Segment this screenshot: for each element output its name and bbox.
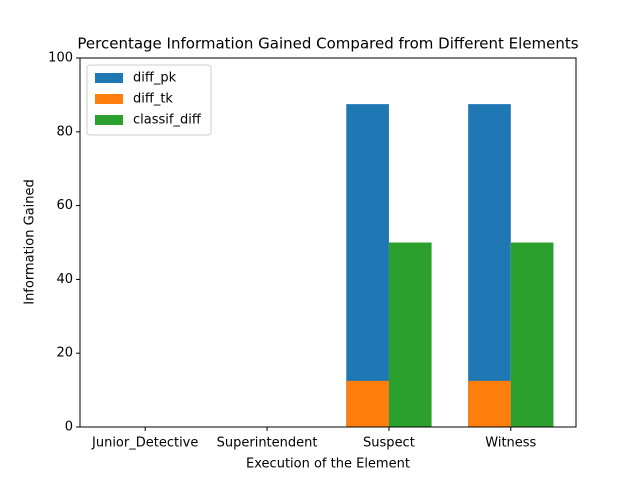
legend-label: diff_pk bbox=[133, 71, 177, 86]
y-tick-label: 40 bbox=[56, 272, 73, 287]
x-axis-label: Execution of the Element bbox=[246, 457, 410, 472]
bar bbox=[468, 104, 511, 427]
legend-swatch bbox=[95, 115, 123, 125]
x-tick-label: Witness bbox=[485, 436, 536, 451]
x-tick-label: Suspect bbox=[363, 436, 415, 451]
legend-swatch bbox=[95, 73, 123, 83]
x-tick-label: Superintendent bbox=[217, 436, 318, 451]
chart-title: Percentage Information Gained Compared f… bbox=[77, 35, 578, 53]
y-tick-label: 0 bbox=[65, 420, 73, 435]
y-tick-label: 100 bbox=[48, 51, 73, 66]
legend-label: diff_tk bbox=[133, 92, 173, 107]
y-tick-label: 60 bbox=[56, 198, 73, 213]
plot-frame bbox=[79, 57, 577, 428]
bar bbox=[346, 104, 389, 427]
y-tick-label: 80 bbox=[56, 124, 73, 139]
bar bbox=[468, 380, 511, 427]
bar bbox=[510, 242, 554, 427]
legend-swatch bbox=[95, 94, 123, 104]
bar bbox=[346, 380, 389, 427]
legend-label: classif_diff bbox=[133, 113, 202, 128]
bar bbox=[388, 242, 432, 427]
y-tick-label: 20 bbox=[56, 346, 73, 361]
y-axis-label: Information Gained bbox=[23, 179, 38, 305]
x-tick-label: Junior_Detective bbox=[91, 436, 198, 451]
